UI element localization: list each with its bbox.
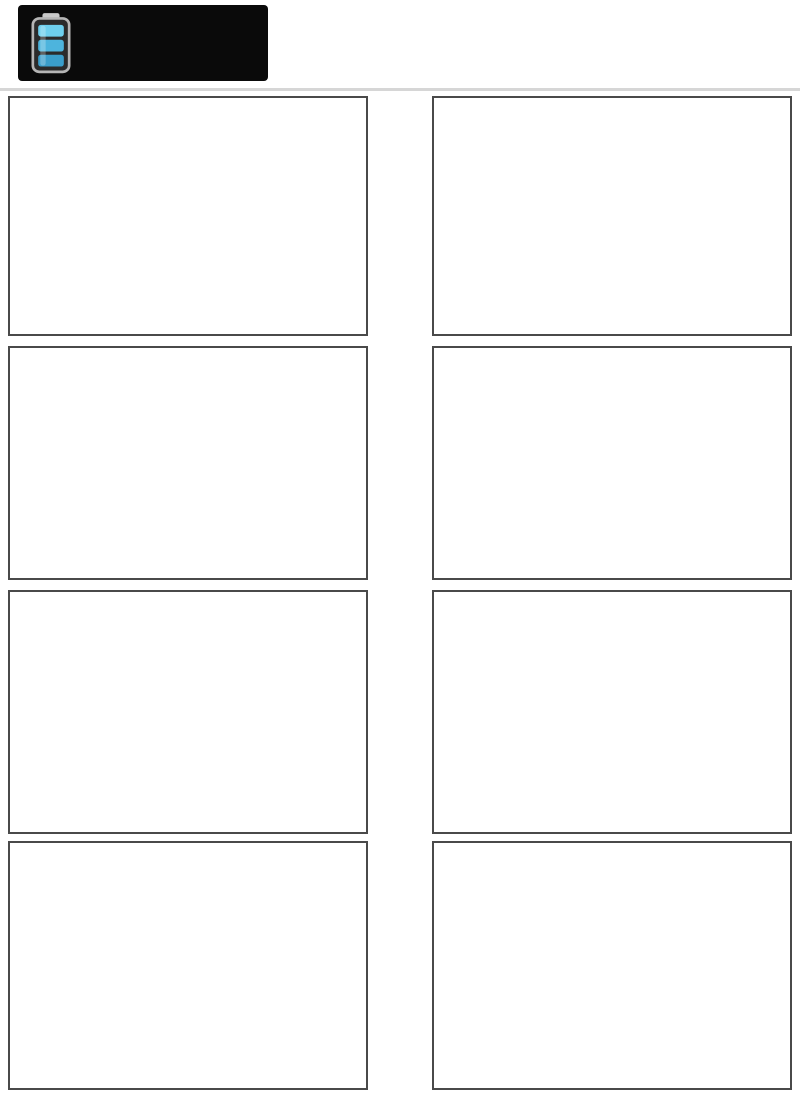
chart-panel-temperature-capacity — [432, 841, 792, 1090]
self-discharge-chart — [434, 592, 790, 832]
header-divider — [0, 88, 800, 91]
chart-panel-charging-voltage-temperature — [8, 590, 368, 834]
charge-characteristic-chart — [10, 98, 366, 334]
chart-panel-float-life — [8, 346, 368, 580]
brand-logo — [18, 5, 268, 81]
charging-voltage-temperature-chart — [10, 592, 366, 832]
chart-panel-discharge-characteristic — [432, 96, 792, 336]
chart-panel-charge-characteristic — [8, 96, 368, 336]
battery-icon — [31, 13, 71, 74]
cycle-service-life-chart — [434, 348, 790, 578]
chart-panel-cycle-service-life — [432, 346, 792, 580]
discharge-characteristic-chart — [434, 98, 790, 334]
chart-panel-self-discharge — [432, 590, 792, 834]
chart-panel-standby-life — [8, 841, 368, 1090]
float-life-chart — [10, 348, 366, 578]
temperature-capacity-chart — [434, 843, 790, 1088]
standby-life-chart — [10, 843, 366, 1088]
